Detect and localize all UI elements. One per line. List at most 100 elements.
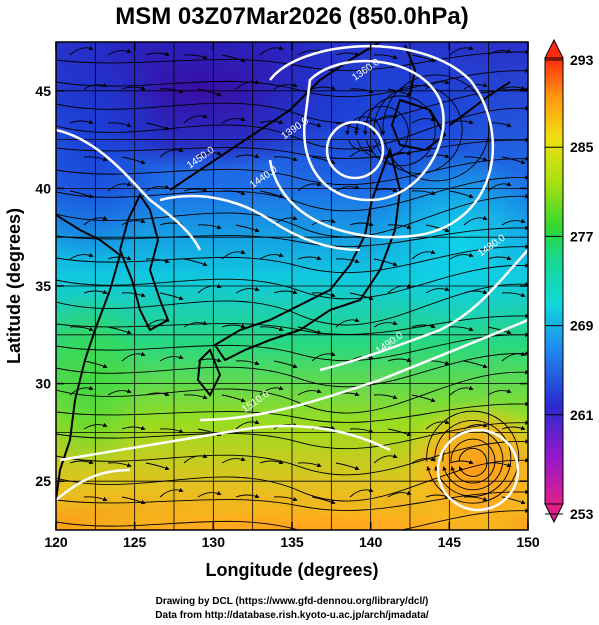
streamline [259, 459, 284, 465]
streamline [373, 394, 398, 400]
y-tick-label: 30 [35, 376, 51, 392]
contour-1490 [199, 318, 528, 422]
streamline [56, 87, 528, 124]
streamline [197, 150, 222, 158]
streamline-high [458, 447, 488, 477]
streamline [159, 88, 184, 94]
colorbar-tick-label: 269 [570, 318, 594, 334]
colorbar-top-arrow [544, 38, 564, 59]
streamline [463, 156, 488, 162]
streamline [235, 153, 260, 159]
streamline [56, 156, 528, 186]
colorbar-tick-label: 293 [570, 52, 594, 68]
streamline [463, 215, 488, 226]
streamline [387, 88, 412, 97]
streamline [56, 313, 528, 335]
streamline [425, 153, 450, 159]
colorbar-tick-label: 253 [570, 506, 594, 522]
streamline [56, 225, 528, 247]
streamline [449, 459, 474, 465]
x-tick-label: 130 [202, 534, 226, 550]
streamline [121, 156, 146, 165]
streamline [69, 459, 94, 465]
streamline [273, 360, 298, 369]
streamline [145, 122, 170, 131]
credit-drawing: Drawing by DCL (https://www.gfd-dennou.o… [156, 596, 429, 607]
streamline [335, 184, 360, 192]
streamline [69, 119, 94, 125]
streamline [449, 252, 474, 260]
streamline [121, 425, 146, 431]
streamline [56, 332, 528, 362]
streamline [273, 496, 298, 502]
streamline [56, 194, 528, 238]
streamline [56, 439, 528, 476]
streamline [197, 357, 222, 363]
streamline [221, 456, 246, 464]
streamline [235, 360, 260, 366]
streamline [107, 255, 132, 261]
streamline [349, 292, 374, 301]
streamline [221, 249, 246, 260]
plot-area: 1360.01390.01450.01440.01480.01490.01510… [56, 42, 528, 530]
x-axis-label: Longitude (degrees) [205, 560, 378, 580]
streamline [145, 258, 170, 264]
streamline [259, 385, 284, 396]
contour-1440 [159, 194, 361, 252]
streamline [273, 289, 298, 295]
x-tick-label: 120 [44, 534, 68, 550]
streamline [411, 116, 436, 124]
streamline [349, 221, 374, 227]
streamline [56, 263, 528, 300]
streamline [501, 85, 526, 91]
streamline [297, 462, 322, 468]
height-contours [56, 45, 528, 512]
streamline [487, 48, 512, 56]
streamline [501, 496, 526, 505]
streamline [311, 156, 336, 165]
streamline [83, 156, 108, 162]
streamline [56, 49, 528, 71]
x-tick-label: 140 [359, 534, 383, 550]
streamline [69, 385, 94, 396]
colorbar-gradient [544, 57, 564, 505]
streamline-low [371, 84, 463, 174]
contour-high-center [436, 428, 520, 512]
streamline [501, 292, 526, 298]
streamline [145, 462, 170, 471]
streamline [56, 244, 528, 274]
streamline [221, 190, 246, 196]
streamline [69, 252, 94, 260]
streamline [297, 255, 322, 261]
streamline [221, 323, 246, 329]
streamline [107, 48, 132, 56]
streamline [159, 487, 184, 498]
streamline [449, 385, 474, 396]
streamline [56, 68, 528, 98]
streamline [297, 181, 322, 192]
streamline [463, 289, 488, 295]
streamline [501, 425, 526, 431]
x-tick-label: 135 [280, 534, 304, 550]
y-tick-label: 35 [35, 278, 51, 294]
streamline-low [362, 95, 436, 167]
streamline [56, 282, 528, 326]
y-tick-label: 40 [35, 180, 51, 196]
streamline [145, 391, 170, 397]
streamline [56, 401, 528, 423]
streamline [83, 422, 108, 430]
streamline [56, 137, 528, 159]
streamline [83, 496, 108, 502]
coastline-sakhalin [404, 44, 417, 96]
credit-data: Data from http://database.rish.kyoto-u.a… [155, 610, 429, 621]
streamline [69, 326, 94, 332]
streamline [107, 388, 132, 396]
streamline [235, 224, 260, 233]
coastline-mainland-asia [56, 214, 122, 501]
colorbar-tick-label: 285 [570, 139, 594, 155]
streamline-high [450, 438, 496, 484]
streamline [259, 119, 284, 125]
streamline [107, 326, 132, 335]
streamline-high [426, 410, 520, 504]
